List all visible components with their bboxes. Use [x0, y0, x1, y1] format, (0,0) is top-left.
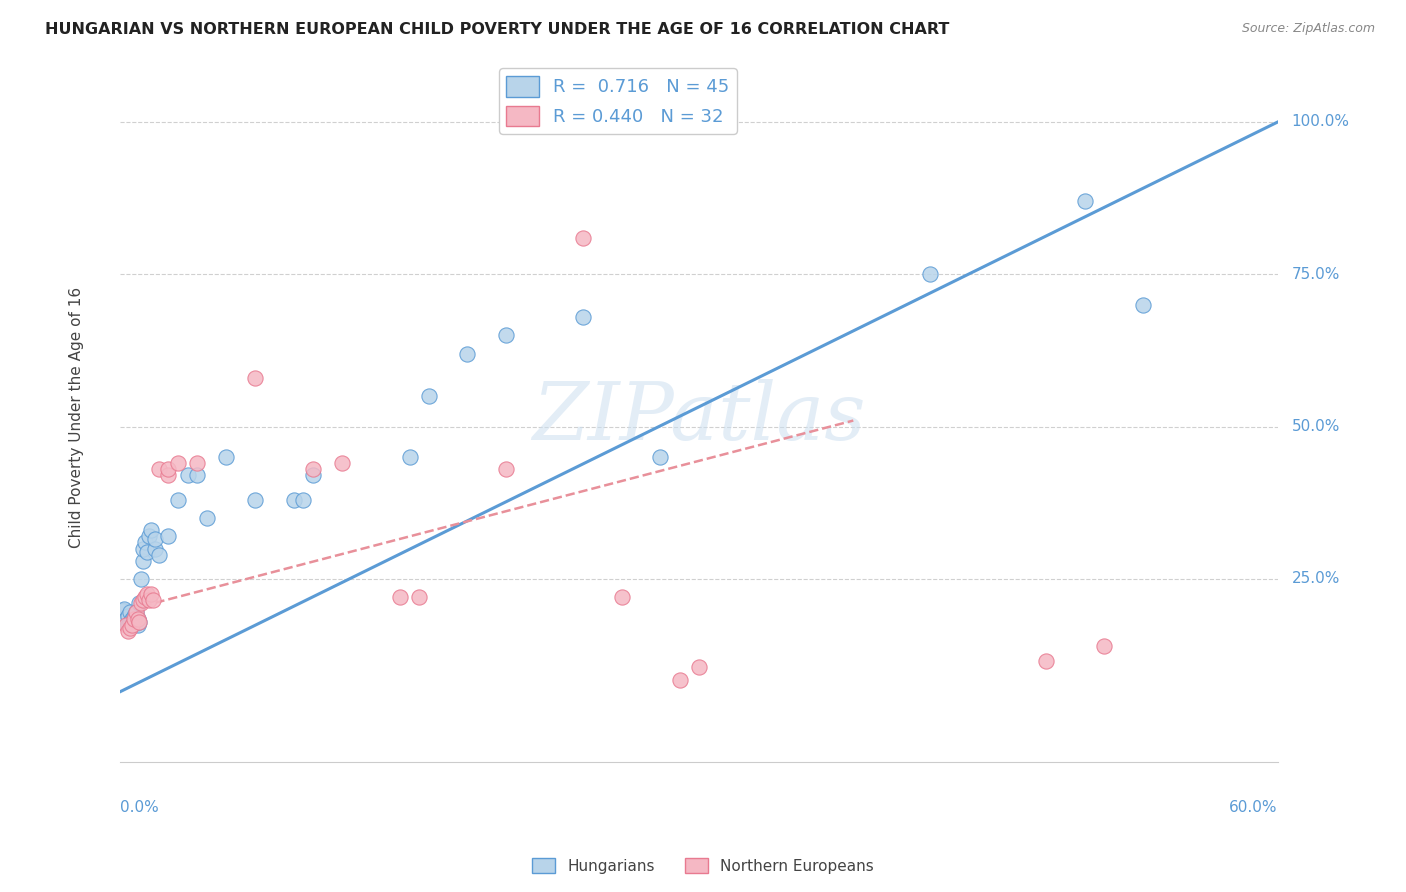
Point [142, 593, 165, 607]
Text: 0.0%: 0.0% [120, 799, 159, 814]
Text: Child Poverty Under the Age of 16: Child Poverty Under the Age of 16 [69, 287, 84, 548]
Point [134, 591, 156, 605]
Point [388, 591, 411, 605]
Point [131, 596, 153, 610]
Point [124, 606, 146, 620]
Point [128, 615, 150, 629]
Point [1074, 194, 1097, 209]
Point [143, 533, 166, 547]
Point [408, 591, 430, 605]
Point [127, 617, 149, 632]
Point [139, 587, 162, 601]
Text: Source: ZipAtlas.com: Source: ZipAtlas.com [1241, 22, 1375, 36]
Point [132, 554, 155, 568]
Point [128, 615, 150, 629]
Point [127, 611, 149, 625]
Point [283, 492, 305, 507]
Point [186, 468, 208, 483]
Point [136, 544, 159, 558]
Point [167, 492, 190, 507]
Point [124, 615, 146, 629]
Point [215, 450, 238, 464]
Legend: R =  0.716   N = 45, R = 0.440   N = 32: R = 0.716 N = 45, R = 0.440 N = 32 [499, 69, 737, 134]
Point [138, 593, 160, 607]
Text: 50.0%: 50.0% [1292, 419, 1340, 434]
Point [143, 541, 166, 556]
Text: ZIPatlas: ZIPatlas [533, 379, 866, 456]
Point [122, 608, 145, 623]
Point [132, 593, 155, 607]
Point [118, 606, 141, 620]
Point [138, 529, 160, 543]
Point [176, 468, 198, 483]
Legend: Hungarians, Northern Europeans: Hungarians, Northern Europeans [526, 852, 880, 880]
Point [131, 572, 153, 586]
Point [132, 541, 155, 556]
Point [118, 621, 141, 635]
Point [1035, 654, 1057, 668]
Point [112, 602, 135, 616]
Point [418, 389, 440, 403]
Point [456, 346, 478, 360]
Point [398, 450, 420, 464]
Text: 60.0%: 60.0% [1229, 799, 1278, 814]
Text: 75.0%: 75.0% [1292, 267, 1340, 282]
Point [1132, 298, 1154, 312]
Point [111, 608, 134, 623]
Point [610, 591, 633, 605]
Point [121, 617, 143, 632]
Point [495, 462, 517, 476]
Point [292, 492, 315, 507]
Point [117, 608, 139, 623]
Text: 25.0%: 25.0% [1292, 572, 1340, 586]
Point [157, 462, 180, 476]
Point [245, 492, 267, 507]
Point [302, 468, 325, 483]
Point [124, 606, 146, 620]
Point [572, 310, 595, 324]
Text: 100.0%: 100.0% [1292, 114, 1350, 129]
Text: HUNGARIAN VS NORTHERN EUROPEAN CHILD POVERTY UNDER THE AGE OF 16 CORRELATION CHA: HUNGARIAN VS NORTHERN EUROPEAN CHILD POV… [45, 22, 949, 37]
Point [134, 535, 156, 549]
Point [122, 611, 145, 625]
Point [122, 617, 145, 632]
Point [128, 596, 150, 610]
Point [157, 468, 180, 483]
Point [157, 529, 180, 543]
Point [302, 462, 325, 476]
Point [920, 268, 942, 282]
Point [650, 450, 672, 464]
Point [136, 587, 159, 601]
Point [195, 511, 218, 525]
Point [668, 673, 690, 687]
Point [117, 624, 139, 638]
Point [245, 371, 267, 385]
Point [572, 231, 595, 245]
Point [148, 548, 170, 562]
Point [115, 617, 138, 632]
Point [127, 611, 149, 625]
Point [117, 617, 139, 632]
Point [118, 615, 141, 629]
Point [330, 456, 353, 470]
Point [1092, 639, 1115, 653]
Point [148, 462, 170, 476]
Point [139, 523, 162, 537]
Point [121, 611, 143, 625]
Point [121, 617, 143, 632]
Point [115, 611, 138, 625]
Point [167, 456, 190, 470]
Point [688, 660, 710, 674]
Point [495, 328, 517, 343]
Point [186, 456, 208, 470]
